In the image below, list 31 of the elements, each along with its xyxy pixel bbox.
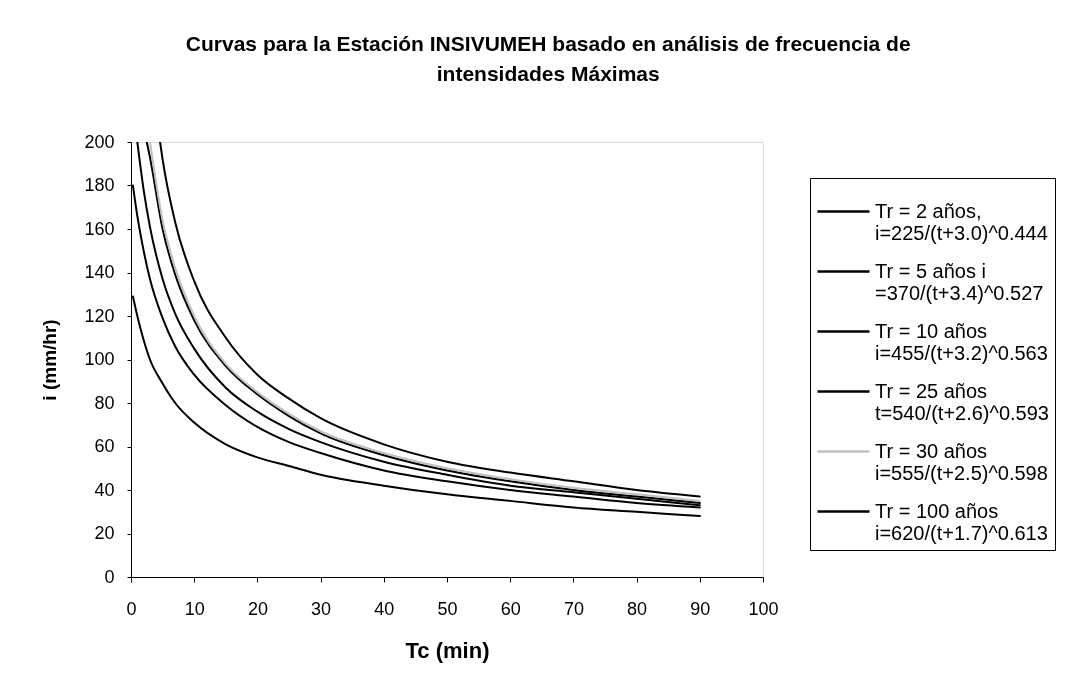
legend-label: Tr = 2 años, i=225/(t+3.0)^0.444 xyxy=(875,199,1048,244)
x-tick-label: 40 xyxy=(374,598,395,619)
x-tick-label: 30 xyxy=(311,598,332,619)
x-tick-label: 20 xyxy=(247,598,268,619)
x-tick-label: 70 xyxy=(563,598,584,619)
chart-title: Curvas para la Estación INSIVUMEH basado en análisis de frecuencia de intensidades Máximas xyxy=(185,32,911,85)
x-tick-label: 10 xyxy=(184,598,205,619)
y-tick-label: 120 xyxy=(84,305,115,326)
x-axis-title: Tc (min) xyxy=(405,637,490,663)
x-tick-label: 50 xyxy=(437,598,458,619)
x-tick-label: 100 xyxy=(748,598,779,619)
y-axis-title: i (mm/hr) xyxy=(39,319,61,401)
y-tick-label: 0 xyxy=(104,566,115,587)
y-tick-label: 160 xyxy=(84,218,115,239)
y-tick-label: 140 xyxy=(84,262,115,282)
y-tick-label: 60 xyxy=(94,436,115,456)
y-tick-label: 200 xyxy=(84,131,115,152)
x-tick-label: 80 xyxy=(627,598,648,619)
y-tick-label: 20 xyxy=(94,523,115,543)
x-tick-label: 90 xyxy=(690,598,711,619)
y-tick-label: 180 xyxy=(84,175,115,195)
legend-label: Tr = 10 años i=455/(t+3.2)^0.563 xyxy=(875,319,1048,364)
y-tick-label: 100 xyxy=(84,349,115,369)
y-tick-label: 80 xyxy=(94,392,115,413)
legend-label: Tr = 100 años i=620/(t+1.7)^0.613 xyxy=(875,499,1048,544)
legend-label: Tr = 25 años t=540/(t+2.6)^0.593 xyxy=(875,379,1049,424)
legend-label: Tr = 30 años i=555/(t+2.5)^0.598 xyxy=(875,439,1048,484)
x-tick-label: 0 xyxy=(126,598,137,619)
legend-label: Tr = 5 años i =370/(t+3.4)^0.527 xyxy=(875,259,1044,304)
x-tick-label: 60 xyxy=(500,598,521,619)
y-tick-label: 40 xyxy=(94,479,115,500)
